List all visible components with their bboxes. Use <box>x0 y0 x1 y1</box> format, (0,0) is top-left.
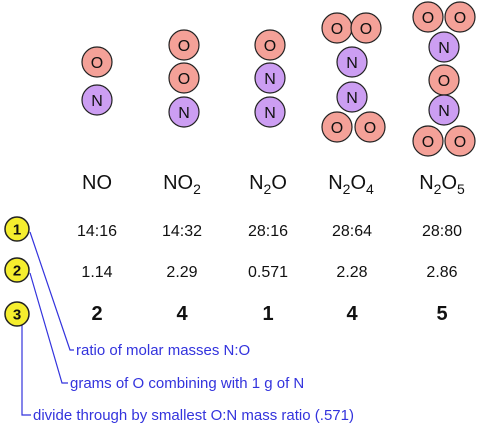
oxygen-atom: O <box>82 47 112 77</box>
marker-1: 1 <box>5 217 29 241</box>
ratio-row: 14:16 14:32 28:16 28:64 28:80 <box>77 223 462 240</box>
oxygen-atom: O <box>355 112 385 142</box>
oxygen-atom: O <box>429 65 459 95</box>
whole-value: 2 <box>91 303 102 325</box>
atom-symbol: N <box>438 103 450 120</box>
marker-2: 2 <box>5 258 29 282</box>
atom-symbol: O <box>331 120 343 137</box>
callout-line-3 <box>22 325 31 415</box>
grams-value: 0.571 <box>248 264 288 281</box>
molecule-1: OON <box>169 30 199 127</box>
formula-3: N2O4 <box>328 172 374 197</box>
ratio-value: 14:32 <box>162 223 202 240</box>
whole-value: 4 <box>346 303 358 325</box>
atom-symbol: O <box>364 120 376 137</box>
atom-symbol: N <box>346 55 358 72</box>
row-markers: 1 2 3 <box>5 217 29 326</box>
note-molar-mass-ratio: ratio of molar masses N:O <box>76 342 250 359</box>
nitrogen-atom: N <box>429 32 459 62</box>
atom-symbol: O <box>422 10 434 27</box>
marker-label: 1 <box>13 222 21 239</box>
nitrogen-atom: N <box>255 97 285 127</box>
marker-label: 3 <box>13 307 21 324</box>
atom-symbol: O <box>454 10 466 27</box>
grams-value: 2.29 <box>166 264 197 281</box>
whole-value: 5 <box>436 303 447 325</box>
whole-value: 4 <box>176 303 188 325</box>
oxygen-atom: O <box>413 126 443 156</box>
oxygen-atom: O <box>169 63 199 93</box>
note-grams-oxygen: grams of O combining with 1 g of N <box>70 375 304 392</box>
atom-symbol: N <box>438 40 450 57</box>
atom-symbol: O <box>91 55 103 72</box>
molecule-0: ON <box>82 47 112 115</box>
atom-symbol: O <box>454 134 466 151</box>
oxygen-atom: O <box>413 2 443 32</box>
ratio-value: 28:80 <box>422 223 462 240</box>
formula-4: N2O5 <box>419 172 465 197</box>
atom-symbol: O <box>422 134 434 151</box>
grams-value: 2.86 <box>426 264 457 281</box>
atom-symbol: O <box>438 73 450 90</box>
oxygen-atom: O <box>322 13 352 43</box>
whole-number-row: 2 4 1 4 5 <box>91 303 447 325</box>
oxygen-atom: O <box>255 30 285 60</box>
nitrogen-atom: N <box>82 85 112 115</box>
data-rows: 14:16 14:32 28:16 28:64 28:80 1.14 2.29 … <box>77 223 462 325</box>
marker-3: 3 <box>5 302 29 326</box>
grams-value: 2.28 <box>336 264 367 281</box>
ratio-value: 28:64 <box>332 223 372 240</box>
nitrogen-atom: N <box>429 95 459 125</box>
formulas: NO NO2 N2O N2O4 N2O5 <box>82 172 465 197</box>
nitrogen-atom: N <box>255 63 285 93</box>
atom-symbol: N <box>264 71 276 88</box>
nitrogen-atom: N <box>337 47 367 77</box>
oxygen-atom: O <box>322 112 352 142</box>
oxygen-atom: O <box>445 126 475 156</box>
atom-symbol: O <box>360 21 372 38</box>
annotations: ratio of molar masses N:O grams of O com… <box>33 342 354 424</box>
atom-symbol: O <box>178 71 190 88</box>
grams-row: 1.14 2.29 0.571 2.28 2.86 <box>81 264 457 281</box>
marker-label: 2 <box>13 263 21 280</box>
oxygen-atom: O <box>351 13 381 43</box>
atom-symbol: O <box>178 38 190 55</box>
formula-2: N2O <box>249 172 287 197</box>
oxygen-atom: O <box>445 2 475 32</box>
ratio-value: 14:16 <box>77 223 117 240</box>
callout-lines <box>22 232 74 415</box>
formula-0: NO <box>82 172 112 194</box>
atom-symbol: N <box>91 93 103 110</box>
grams-value: 1.14 <box>81 264 112 281</box>
atom-symbol: O <box>331 21 343 38</box>
atom-symbol: N <box>264 105 276 122</box>
whole-value: 1 <box>262 303 273 325</box>
callout-line-1 <box>30 232 74 350</box>
nitrogen-atom: N <box>169 97 199 127</box>
formula-1: NO2 <box>163 172 201 197</box>
atom-symbol: N <box>346 90 358 107</box>
molecule-2: ONN <box>255 30 285 127</box>
ratio-value: 28:16 <box>248 223 288 240</box>
oxygen-atom: O <box>169 30 199 60</box>
note-divide-smallest: divide through by smallest O:N mass rati… <box>33 407 354 424</box>
atom-symbol: N <box>178 105 190 122</box>
atom-symbol: O <box>264 38 276 55</box>
nitrogen-atom: N <box>337 82 367 112</box>
